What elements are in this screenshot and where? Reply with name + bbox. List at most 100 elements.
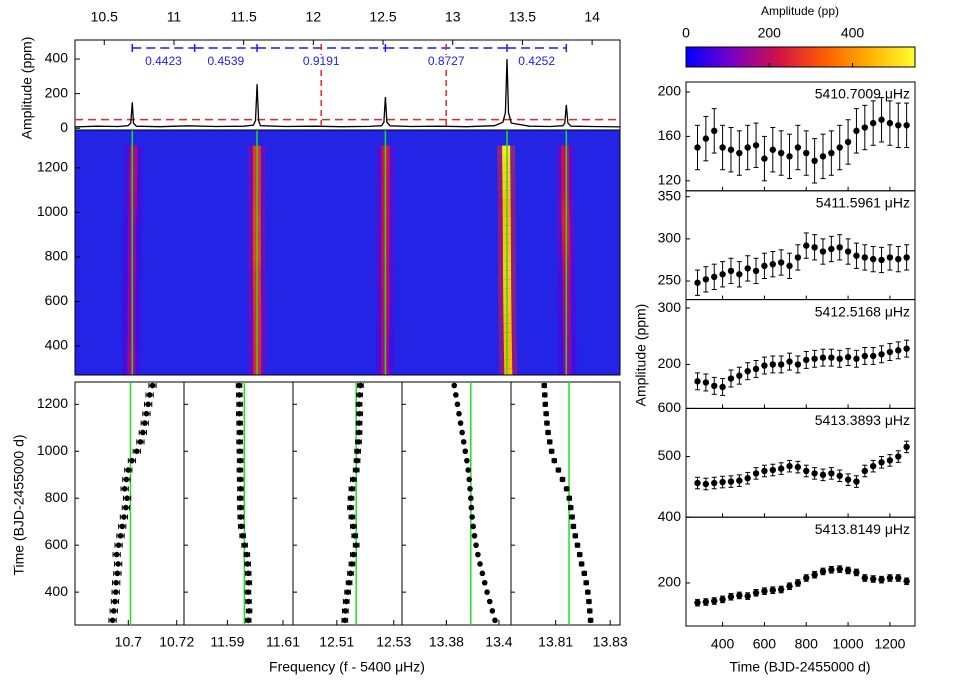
panel-label: 5412.5168 μHz [815,303,910,319]
point [454,401,461,408]
point [736,271,743,278]
point [356,401,362,408]
point [769,361,776,368]
point [145,401,151,408]
point [546,439,553,445]
heatmap-cell [503,341,512,351]
point [861,254,869,261]
heatmap-cell [129,172,138,182]
point [811,244,818,251]
point [459,429,465,436]
x-tick-label: 11 [167,9,182,25]
y-tick-label: 600 [658,399,682,415]
point [869,255,877,263]
point [819,153,827,160]
point [115,561,121,567]
x-tick-label: 10.5 [91,9,118,25]
point [471,532,478,539]
spacing-label: 0.4539 [208,54,245,68]
point [121,514,127,520]
point [694,599,701,606]
point [811,157,818,165]
heatmap-cell [127,323,136,333]
x-tick-label: 13.5 [509,9,536,25]
x-tick-label: 11.61 [266,634,300,650]
point [581,570,588,577]
point [114,570,121,577]
point [777,361,785,368]
point [115,542,122,548]
point [237,457,243,464]
y-tick-label: 400 [45,337,69,353]
point [245,617,252,624]
point [237,467,243,473]
heatmap-cell [563,332,572,342]
point [237,448,243,455]
point [587,617,594,624]
point [349,561,355,567]
spacing-label: 0.4423 [145,54,182,68]
point [903,578,910,585]
x-tick-label: 11.5 [231,9,257,25]
point [354,457,360,464]
point [244,551,250,558]
y-tick-label: 800 [45,248,69,264]
point [236,410,243,417]
point [137,439,144,445]
point [469,514,475,520]
plot-frame [292,381,403,626]
point [719,144,726,151]
point [861,467,869,475]
point [141,420,148,426]
y-tick-label: 800 [45,489,69,505]
point [727,146,735,153]
point [245,579,252,586]
point [903,443,910,451]
spacing-label: 0.9191 [303,54,340,68]
point [777,586,785,593]
point [853,569,860,576]
heatmap-cell [127,350,136,360]
point [886,457,894,464]
point [486,598,493,605]
heatmap-cell [561,207,570,217]
y-tick-label: 0 [60,119,68,135]
point [563,486,570,492]
colorbar-title: Amplitude (pp) [761,4,839,18]
point [543,410,549,417]
point [466,476,473,483]
point [878,576,885,583]
point [479,570,486,577]
point [727,593,735,600]
x-tick-label: 10.72 [159,634,194,650]
point [794,254,802,261]
point [828,566,835,573]
y-tick-label: 400 [45,583,69,599]
point [853,252,860,259]
point [736,372,743,379]
y-tick-label: 300 [658,299,682,315]
x-tick-label: 13.38 [429,634,464,650]
point [237,486,244,492]
point [245,598,252,605]
point [484,589,490,595]
point [853,355,860,362]
y-tick-label: 350 [658,187,682,203]
point [350,476,357,483]
point [545,429,551,436]
point [752,365,760,373]
point [477,561,483,567]
point [574,542,581,548]
y-tick-label: 500 [658,447,682,463]
heatmap-background [75,130,620,375]
x-tick-label: 400 [711,636,735,652]
point [457,420,464,426]
point [541,382,548,389]
point [736,477,743,484]
point [736,592,743,599]
point [576,551,583,558]
point [460,439,467,445]
point [470,523,476,530]
spacing-label: 0.4252 [518,54,555,68]
